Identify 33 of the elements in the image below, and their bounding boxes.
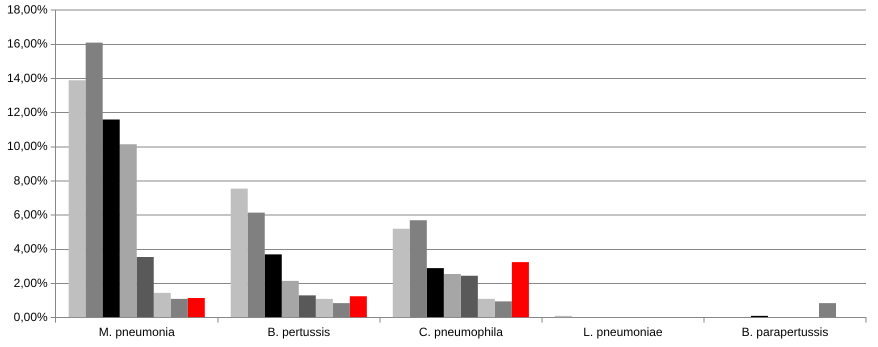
bar: [230, 188, 248, 318]
x-tick-label: B. pertussis: [267, 325, 330, 340]
bar: [444, 274, 461, 318]
y-tick-label: 14,00%: [6, 70, 48, 85]
bar: [478, 298, 495, 318]
x-tick-label: L. pneumoniae: [583, 325, 663, 340]
bar: [154, 292, 171, 318]
bar: [460, 276, 478, 318]
bar: [68, 80, 86, 318]
bar: [282, 280, 299, 318]
bar: [120, 144, 137, 318]
bar: [392, 228, 410, 318]
bar: [426, 268, 444, 318]
y-tick-label: 6,00%: [14, 207, 48, 222]
y-tick-label: 8,00%: [14, 173, 48, 188]
bar: [350, 296, 367, 318]
x-tick-label: C. pneumophila: [418, 325, 504, 340]
bar: [264, 254, 282, 318]
y-tick-label: 10,00%: [6, 139, 48, 154]
bar: [512, 262, 529, 318]
y-tick-label: 18,00%: [6, 2, 48, 17]
bar: [136, 256, 154, 318]
y-tick-label: 4,00%: [14, 242, 48, 256]
y-tick-label: 0,00%: [14, 310, 48, 324]
bar: [188, 298, 205, 318]
y-tick-label: 12,00%: [6, 104, 48, 119]
x-tick-label: M. pneumonia: [98, 325, 176, 340]
y-tick-label: 16,00%: [6, 36, 48, 51]
y-tick-label: 2,00%: [14, 276, 48, 290]
bar: [298, 295, 316, 318]
bar: [102, 120, 120, 318]
bar: [316, 298, 333, 318]
x-tick-label: B. parapertussis: [742, 325, 828, 340]
